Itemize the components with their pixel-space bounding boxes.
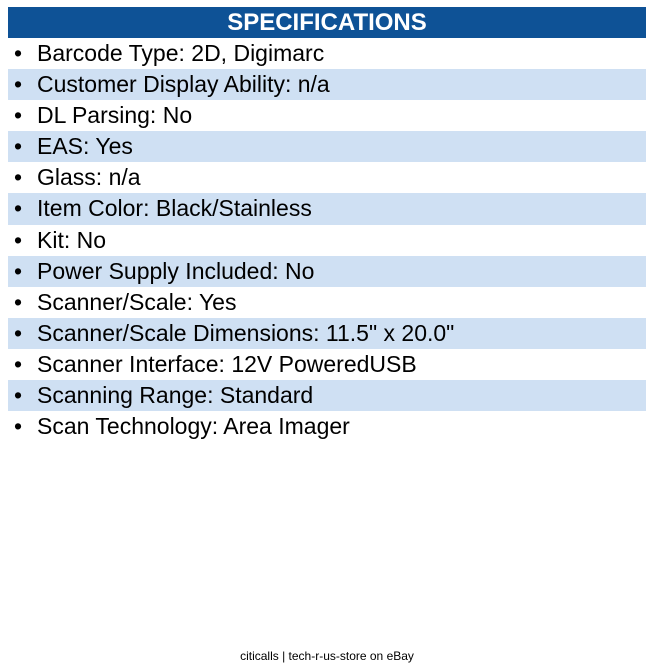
spec-item: • Kit: No <box>8 225 646 256</box>
spec-item: • Scanner Interface: 12V PoweredUSB <box>8 349 646 380</box>
spec-text: Scanner/Scale Dimensions: 11.5" x 20.0" <box>37 319 455 346</box>
spec-item: • Scanner/Scale: Yes <box>8 287 646 318</box>
spec-text: Scan Technology: Area Imager <box>37 413 350 440</box>
spec-item: • Scanning Range: Standard <box>8 380 646 412</box>
specifications-header: SPECIFICATIONS <box>8 7 646 38</box>
spec-text: DL Parsing: No <box>37 102 193 129</box>
spec-item: • Power Supply Included: No <box>8 255 646 287</box>
spec-item: • EAS: Yes <box>8 131 646 163</box>
spec-item: • Customer Display Ability: n/a <box>8 69 646 101</box>
bullet-icon: • <box>14 195 23 222</box>
footer-credit: citicalls | tech-r-us-store on eBay <box>240 649 414 663</box>
spec-text: Barcode Type: 2D, Digimarc <box>37 40 325 66</box>
spec-text: Scanner/Scale: Yes <box>37 288 237 315</box>
bullet-icon: • <box>14 102 23 129</box>
spec-item: • DL Parsing: No <box>8 100 646 131</box>
bullet-icon: • <box>14 40 23 66</box>
spec-item: • Scan Technology: Area Imager <box>8 411 646 442</box>
spec-text: Glass: n/a <box>37 164 141 191</box>
spec-text: Kit: No <box>37 226 107 253</box>
spec-text: Item Color: Black/Stainless <box>37 195 312 222</box>
spec-item: • Glass: n/a <box>8 162 646 193</box>
bullet-icon: • <box>14 288 23 315</box>
spec-text: EAS: Yes <box>37 133 133 160</box>
spec-text: Scanning Range: Standard <box>37 382 314 409</box>
bullet-icon: • <box>14 413 23 440</box>
specifications-list: • Barcode Type: 2D, Digimarc • Customer Dis… <box>8 38 646 442</box>
bullet-icon: • <box>14 319 23 346</box>
spec-text: Customer Display Ability: n/a <box>37 71 330 98</box>
spec-text: Power Supply Included: No <box>37 257 315 284</box>
spec-item: • Barcode Type: 2D, Digimarc <box>8 38 646 69</box>
bullet-icon: • <box>14 133 23 160</box>
bullet-icon: • <box>14 257 23 284</box>
spec-text: Scanner Interface: 12V PoweredUSB <box>37 350 417 377</box>
bullet-icon: • <box>14 350 23 377</box>
bullet-icon: • <box>14 226 23 253</box>
spec-item: • Item Color: Black/Stainless <box>8 193 646 225</box>
bullet-icon: • <box>14 71 23 98</box>
bullet-icon: • <box>14 164 23 191</box>
bullet-icon: • <box>14 382 23 409</box>
spec-item: • Scanner/Scale Dimensions: 11.5" x 20.0" <box>8 317 646 349</box>
